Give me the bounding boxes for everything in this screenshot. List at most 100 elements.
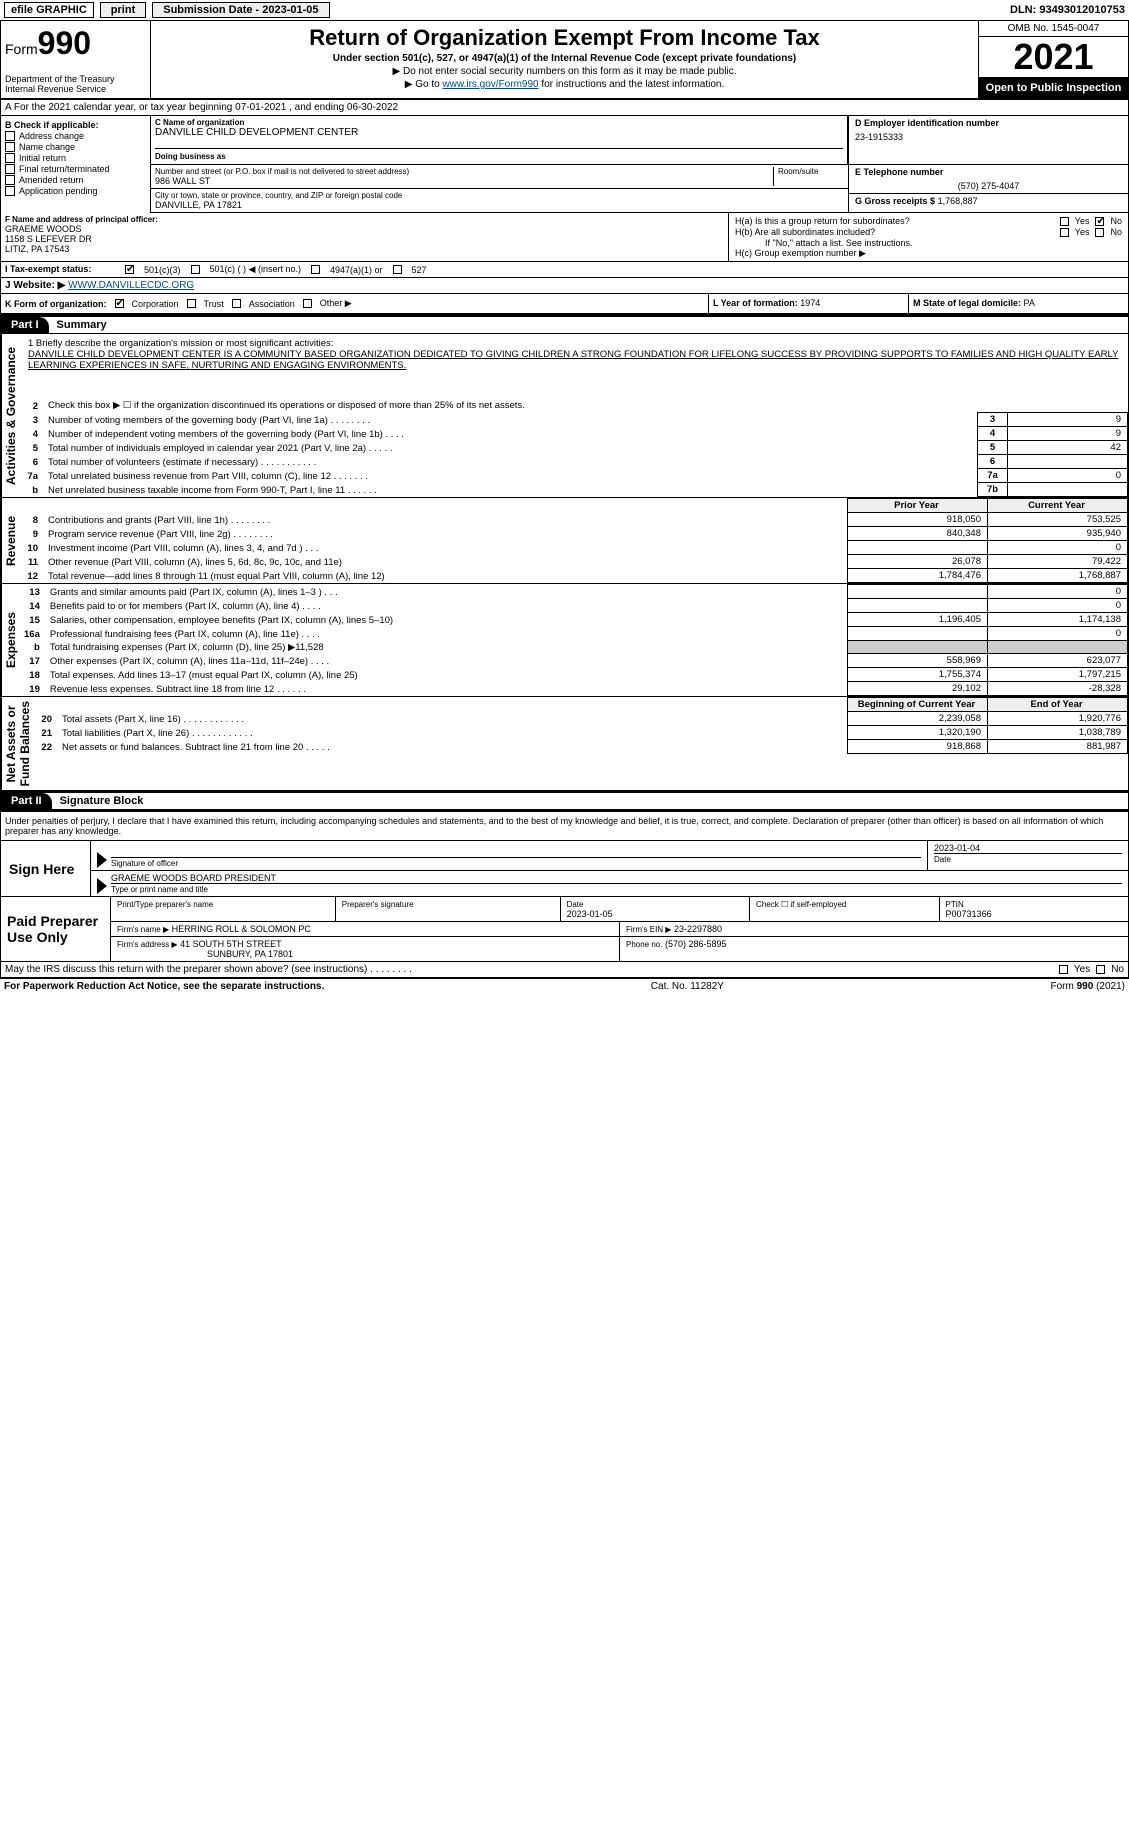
table-row: 22Net assets or fund balances. Subtract …: [34, 740, 1128, 754]
sig-officer-label: Signature of officer: [111, 859, 178, 868]
part-i-header: Part I Summary: [0, 315, 1129, 334]
officer-addr1: 1158 S LEFEVER DR: [5, 234, 724, 244]
sig-date: 2023-01-04: [934, 843, 1122, 853]
paid-preparer-label: Paid Preparer Use Only: [1, 897, 111, 961]
checkbox[interactable]: [5, 186, 15, 196]
vert-expenses: Expenses: [1, 584, 20, 696]
form-title: Return of Organization Exempt From Incom…: [159, 25, 970, 51]
assoc-checkbox[interactable]: [232, 299, 241, 308]
table-row: 14Benefits paid to or for members (Part …: [20, 599, 1128, 613]
hb-yes-checkbox[interactable]: [1060, 228, 1069, 237]
firm-addr1: 41 SOUTH 5TH STREET: [180, 939, 282, 949]
table-row: 2Check this box ▶ ☐ if the organization …: [20, 399, 1128, 413]
hb-label: H(b) Are all subordinates included?: [735, 227, 875, 237]
checkbox[interactable]: [5, 153, 15, 163]
box-b-option: Application pending: [5, 186, 146, 196]
527-checkbox[interactable]: [393, 265, 402, 274]
opt-527: 527: [412, 265, 427, 275]
corp-checkbox[interactable]: [115, 299, 124, 308]
prep-date-label: Date: [567, 900, 584, 909]
self-emp-label: Check ☐ if self-employed: [756, 900, 846, 909]
ag-lines-table: 2Check this box ▶ ☐ if the organization …: [20, 399, 1128, 497]
opt-501c: 501(c) ( ) ◀ (insert no.): [210, 264, 301, 275]
footer-right-post: (2021): [1093, 981, 1125, 992]
sign-here-label: Sign Here: [1, 841, 91, 896]
form-subtitle-2: ▶ Do not enter social security numbers o…: [159, 66, 970, 77]
form-header: Form990 Department of the Treasury Inter…: [0, 20, 1129, 100]
mission-text: DANVILLE CHILD DEVELOPMENT CENTER IS A C…: [28, 349, 1120, 371]
dln-label: DLN: 93493012010753: [1010, 4, 1125, 16]
box-b: B Check if applicable: Address changeNam…: [1, 116, 151, 213]
form-subtitle-3: ▶ Go to www.irs.gov/Form990 for instruct…: [159, 79, 970, 90]
firm-ein: 23-2297880: [674, 924, 722, 934]
checkbox[interactable]: [5, 175, 15, 185]
table-row: 15Salaries, other compensation, employee…: [20, 613, 1128, 627]
state-domicile-label: M State of legal domicile:: [913, 298, 1021, 308]
no-label-3: No: [1111, 964, 1124, 975]
table-row: 16aProfessional fundraising fees (Part I…: [20, 627, 1128, 641]
vert-revenue: Revenue: [1, 498, 20, 583]
mission-blank-2: [28, 383, 1120, 395]
trust-checkbox[interactable]: [187, 299, 196, 308]
may-irs-yes-checkbox[interactable]: [1059, 965, 1068, 974]
officer-addr2: LITIZ, PA 17543: [5, 244, 724, 254]
prep-date: 2023-01-05: [567, 909, 743, 919]
firm-phone: (570) 286-5895: [665, 939, 727, 949]
prep-sig-label: Preparer's signature: [342, 900, 414, 909]
org-name: DANVILLE CHILD DEVELOPMENT CENTER: [155, 127, 843, 138]
box-b-option: Address change: [5, 131, 146, 141]
hb-no-checkbox[interactable]: [1095, 228, 1104, 237]
phone-label: E Telephone number: [855, 167, 1122, 177]
table-row: 6Total number of volunteers (estimate if…: [20, 455, 1128, 469]
no-label: No: [1110, 216, 1122, 226]
website-link[interactable]: WWW.DANVILLECDC.ORG: [68, 280, 194, 291]
table-row: 5Total number of individuals employed in…: [20, 441, 1128, 455]
may-irs-no-checkbox[interactable]: [1096, 965, 1105, 974]
firm-name-label: Firm's name ▶: [117, 925, 169, 934]
irs-link[interactable]: www.irs.gov/Form990: [442, 79, 538, 90]
table-row: 11Other revenue (Part VIII, column (A), …: [20, 555, 1128, 569]
checkbox-label: Address change: [19, 131, 84, 141]
opt-other: Other ▶: [320, 298, 352, 309]
ha-yes-checkbox[interactable]: [1060, 217, 1069, 226]
checkbox-label: Amended return: [19, 175, 84, 185]
mission-blank-1: [28, 371, 1120, 383]
table-row: 21Total liabilities (Part X, line 26) . …: [34, 726, 1128, 740]
table-row: 10Investment income (Part VIII, column (…: [20, 541, 1128, 555]
ein-value: 23-1915333: [855, 132, 1122, 142]
may-irs-text: May the IRS discuss this return with the…: [5, 964, 412, 975]
paid-preparer-block: Paid Preparer Use Only Print/Type prepar…: [0, 897, 1129, 962]
footer-mid: Cat. No. 11282Y: [651, 981, 724, 992]
checkbox-label: Initial return: [19, 153, 66, 163]
table-row: bNet unrelated business taxable income f…: [20, 483, 1128, 497]
box-f-label: F Name and address of principal officer:: [5, 215, 724, 224]
revenue-table: Prior YearCurrent Year8Contributions and…: [20, 498, 1128, 583]
box-c-name-label: C Name of organization: [155, 118, 843, 127]
sig-name: GRAEME WOODS BOARD PRESIDENT: [111, 873, 1122, 884]
other-checkbox[interactable]: [303, 299, 312, 308]
website-label: J Website: ▶: [5, 280, 65, 291]
4947-checkbox[interactable]: [311, 265, 320, 274]
year-formation-label: L Year of formation:: [713, 298, 798, 308]
table-row: 4Number of independent voting members of…: [20, 427, 1128, 441]
part-ii-tag: Part II: [1, 793, 52, 809]
ein-label: D Employer identification number: [855, 118, 1122, 128]
501c-checkbox[interactable]: [191, 265, 200, 274]
footer-right-pre: Form: [1051, 981, 1077, 992]
ha-no-checkbox[interactable]: [1095, 217, 1104, 226]
expenses-table: 13Grants and similar amounts paid (Part …: [20, 584, 1128, 696]
checkbox[interactable]: [5, 164, 15, 174]
opt-501c3: 501(c)(3): [144, 265, 181, 275]
table-row: 17Other expenses (Part IX, column (A), l…: [20, 654, 1128, 668]
prep-name-label: Print/Type preparer's name: [117, 900, 213, 909]
box-b-option: Initial return: [5, 153, 146, 163]
hb-note: If "No," attach a list. See instructions…: [735, 238, 1122, 248]
table-row: bTotal fundraising expenses (Part IX, co…: [20, 641, 1128, 654]
part-ii-header: Part II Signature Block: [0, 791, 1129, 810]
checkbox[interactable]: [5, 131, 15, 141]
checkbox-label: Application pending: [19, 186, 98, 196]
print-button[interactable]: print: [100, 2, 146, 18]
checkbox[interactable]: [5, 142, 15, 152]
501c3-checkbox[interactable]: [125, 265, 134, 274]
form-subtitle-1: Under section 501(c), 527, or 4947(a)(1)…: [159, 53, 970, 64]
